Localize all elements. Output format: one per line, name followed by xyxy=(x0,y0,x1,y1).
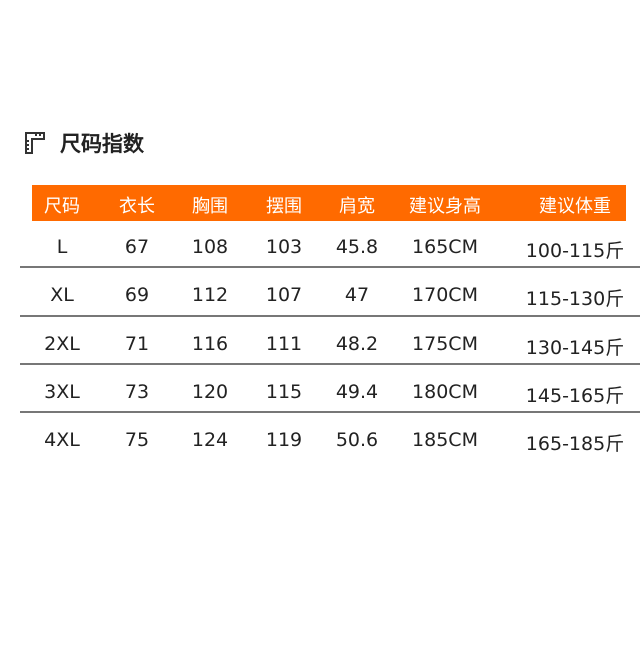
table-cell: 103 xyxy=(265,236,303,258)
table-cell: 107 xyxy=(265,284,303,306)
table-row: 4XL 75 124 119 50.6 185CM 165-185斤 xyxy=(0,417,640,465)
section-title-text: 尺码指数 xyxy=(60,132,144,156)
table-row: XL 69 112 107 47 170CM 115-130斤 xyxy=(0,272,640,320)
table-cell: 116 xyxy=(191,333,229,355)
table-header: 尺码 衣长 胸围 摆围 肩宽 建议身高 建议体重 xyxy=(32,185,626,221)
table-cell: 71 xyxy=(124,333,150,355)
table-cell: 165-185斤 xyxy=(525,433,625,455)
table-cell: 180CM xyxy=(412,381,478,403)
table-cell: 48.2 xyxy=(335,333,379,355)
column-header: 摆围 xyxy=(266,196,302,217)
table-cell: L xyxy=(56,236,68,258)
table-cell: 145-165斤 xyxy=(525,385,625,407)
table-cell: 115-130斤 xyxy=(525,288,625,310)
table-cell: 67 xyxy=(124,236,150,258)
table-cell: 75 xyxy=(124,429,150,451)
column-header: 胸围 xyxy=(192,196,228,217)
table-cell: 2XL xyxy=(44,333,80,355)
table-cell: 69 xyxy=(124,284,150,306)
table-cell: 175CM xyxy=(412,333,478,355)
table-cell: 119 xyxy=(265,429,303,451)
column-header: 衣长 xyxy=(119,196,155,217)
table-cell: 73 xyxy=(124,381,150,403)
column-header: 建议体重 xyxy=(539,196,611,217)
table-row: 2XL 71 116 111 48.2 175CM 130-145斤 xyxy=(0,321,640,369)
table-cell: 120 xyxy=(191,381,229,403)
row-divider xyxy=(20,363,640,365)
column-header: 尺码 xyxy=(44,196,80,217)
column-header: 建议身高 xyxy=(409,196,481,217)
table-cell: 50.6 xyxy=(335,429,379,451)
table-cell: 4XL xyxy=(44,429,80,451)
table-cell: 108 xyxy=(191,236,229,258)
ruler-icon xyxy=(25,132,45,154)
table-cell: 47 xyxy=(344,284,370,306)
table-row: 3XL 73 120 115 49.4 180CM 145-165斤 xyxy=(0,369,640,417)
table-cell: 111 xyxy=(265,333,303,355)
table-cell: 165CM xyxy=(412,236,478,258)
table-cell: 100-115斤 xyxy=(525,240,625,262)
table-cell: 49.4 xyxy=(335,381,379,403)
table-cell: 130-145斤 xyxy=(525,337,625,359)
table-cell: XL xyxy=(50,284,74,306)
row-divider xyxy=(20,411,640,413)
table-cell: 115 xyxy=(265,381,303,403)
table-cell: 3XL xyxy=(44,381,80,403)
column-header: 肩宽 xyxy=(339,196,375,217)
table-cell: 124 xyxy=(191,429,229,451)
table-cell: 45.8 xyxy=(335,236,379,258)
table-cell: 185CM xyxy=(412,429,478,451)
row-divider xyxy=(20,315,640,317)
row-divider xyxy=(20,266,640,268)
section-title: 尺码指数 xyxy=(24,128,144,158)
table-cell: 112 xyxy=(191,284,229,306)
table-cell: 170CM xyxy=(412,284,478,306)
table-row: L 67 108 103 45.8 165CM 100-115斤 xyxy=(0,224,640,272)
